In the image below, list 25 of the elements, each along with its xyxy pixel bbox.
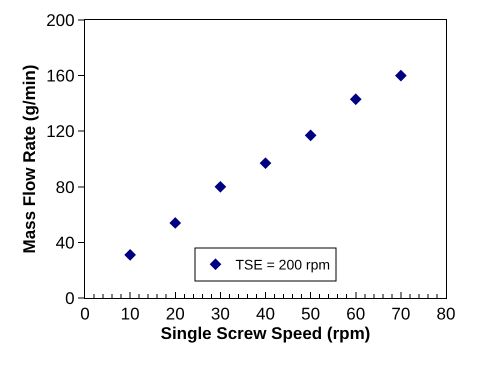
x-tick-label: 0 [80, 304, 90, 324]
y-tick-label: 0 [65, 288, 75, 308]
legend-label: TSE = 200 rpm [236, 256, 330, 273]
point [214, 180, 226, 193]
x-tick-label: 50 [301, 304, 320, 324]
x-tick-label: 70 [391, 304, 410, 324]
y-tick-label: 40 [56, 233, 75, 252]
point [260, 157, 272, 170]
y-tick-label: 80 [56, 178, 75, 197]
point [124, 249, 136, 261]
x-tick-label: 80 [436, 304, 456, 324]
x-tick-label: 20 [166, 304, 185, 324]
x-tick-label: 10 [120, 304, 140, 324]
y-tick-label: 160 [46, 66, 75, 86]
x-tick-label: 60 [346, 304, 366, 324]
x-tick-label: 40 [256, 304, 275, 324]
point [169, 217, 182, 229]
point [395, 70, 407, 82]
y-tick-label: 120 [46, 122, 75, 142]
point [304, 130, 316, 142]
y-axis-title: Mass Flow Rate (g/min) [20, 64, 39, 254]
x-axis-title: Single Screw Speed (rpm) [160, 324, 370, 343]
x-tick-label: 30 [210, 304, 230, 324]
y-tick-label: 200 [46, 10, 75, 30]
point [350, 93, 362, 106]
